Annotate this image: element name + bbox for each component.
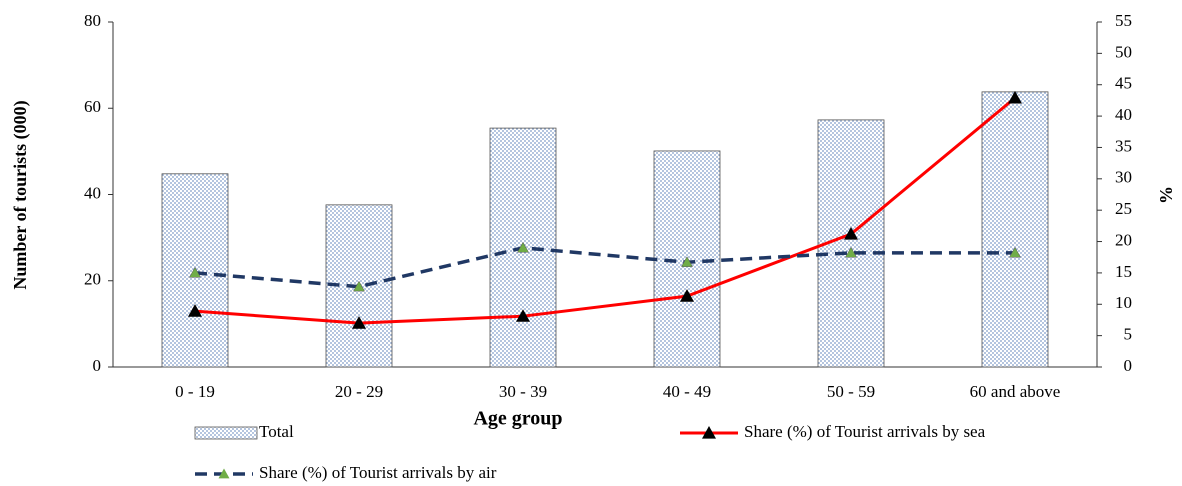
marker xyxy=(353,280,365,292)
legend-label: Share (%) of Tourist arrivals by air xyxy=(259,463,497,482)
y2-tick-label: 40 xyxy=(1115,105,1132,124)
y2-tick-label: 20 xyxy=(1115,230,1132,249)
y-tick-label: 40 xyxy=(84,183,101,202)
marker xyxy=(845,246,857,258)
y2-axis-title: % xyxy=(1156,186,1176,204)
y2-tick-label: 15 xyxy=(1115,262,1132,281)
y2-tick-label: 35 xyxy=(1115,136,1132,155)
legend-marker xyxy=(702,426,716,439)
marker xyxy=(1008,90,1022,104)
legend-marker xyxy=(218,468,230,479)
marker xyxy=(844,227,858,240)
y-axis-title: Number of tourists (000) xyxy=(10,100,31,289)
marker xyxy=(681,256,693,267)
y2-tick-label: 0 xyxy=(1124,356,1133,375)
x-tick-label: 40 - 49 xyxy=(663,382,711,401)
legend-swatch xyxy=(194,426,258,440)
y-tick-label: 80 xyxy=(84,11,101,30)
y2-tick-label: 55 xyxy=(1115,11,1132,30)
legend-label: Total xyxy=(259,422,294,441)
y2-tick-label: 50 xyxy=(1115,42,1132,61)
y2-tick-label: 25 xyxy=(1115,199,1132,218)
y-tick-label: 0 xyxy=(93,356,102,375)
x-axis-title: Age group xyxy=(473,408,562,430)
y2-tick-label: 30 xyxy=(1115,168,1132,187)
marker xyxy=(189,266,201,278)
bar xyxy=(981,91,1049,368)
x-tick-label: 30 - 39 xyxy=(499,382,547,401)
y2-tick-label: 45 xyxy=(1115,74,1132,93)
y-tick-label: 20 xyxy=(84,270,101,289)
line xyxy=(194,96,1016,325)
marker xyxy=(516,309,530,322)
x-tick-label: 20 - 29 xyxy=(335,382,383,401)
line xyxy=(194,246,1015,289)
x-tick-label: 60 and above xyxy=(970,382,1061,401)
marker xyxy=(680,289,694,302)
marker xyxy=(1009,246,1021,258)
marker xyxy=(517,241,529,253)
x-tick-label: 0 - 19 xyxy=(175,382,215,401)
marker xyxy=(188,304,202,317)
marker xyxy=(352,316,366,329)
legend-label: Share (%) of Tourist arrivals by sea xyxy=(744,422,986,441)
x-tick-label: 50 - 59 xyxy=(827,382,875,401)
y2-tick-label: 5 xyxy=(1124,325,1133,344)
y-tick-label: 60 xyxy=(84,97,101,116)
y2-tick-label: 10 xyxy=(1115,293,1132,312)
